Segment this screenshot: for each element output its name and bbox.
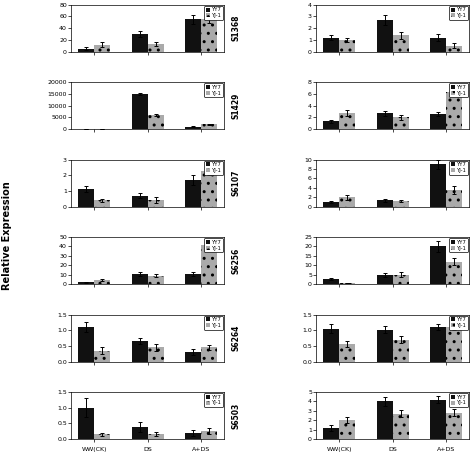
Bar (323, 428, 339, 439)
Bar (185, 274, 201, 284)
Bar (339, 344, 355, 362)
Bar (94, 200, 110, 207)
Bar (185, 433, 201, 439)
Text: S6503: S6503 (232, 402, 241, 429)
Bar (446, 190, 462, 207)
Bar (446, 46, 462, 51)
Bar (323, 202, 339, 207)
Bar (430, 399, 446, 439)
Bar (148, 115, 164, 129)
Bar (94, 434, 110, 439)
Bar (78, 49, 94, 51)
Legend: YY7, YJ-1: YY7, YJ-1 (449, 238, 468, 252)
Bar (132, 94, 148, 129)
Bar (132, 341, 148, 362)
Legend: YY7, YJ-1: YY7, YJ-1 (204, 393, 223, 407)
Bar (185, 19, 201, 51)
Bar (94, 45, 110, 51)
Bar (132, 195, 148, 207)
Bar (392, 201, 409, 207)
Bar (132, 427, 148, 439)
Text: Relative Expression: Relative Expression (2, 182, 12, 290)
Legend: YY7, YJ-1: YY7, YJ-1 (449, 6, 468, 20)
Bar (446, 92, 462, 129)
Bar (377, 329, 392, 362)
Bar (201, 244, 217, 284)
Bar (148, 434, 164, 439)
Bar (377, 20, 392, 51)
Bar (148, 200, 164, 207)
Text: S6107: S6107 (232, 170, 241, 196)
Legend: YY7, YJ-1: YY7, YJ-1 (204, 6, 223, 20)
Bar (446, 413, 462, 439)
Bar (430, 246, 446, 284)
Bar (446, 327, 462, 362)
Bar (94, 351, 110, 362)
Bar (377, 201, 392, 207)
Bar (148, 276, 164, 284)
Bar (201, 125, 217, 129)
Bar (185, 352, 201, 362)
Bar (323, 329, 339, 362)
Bar (201, 170, 217, 207)
Bar (377, 275, 392, 284)
Bar (78, 189, 94, 207)
Bar (377, 113, 392, 129)
Bar (430, 327, 446, 362)
Bar (78, 282, 94, 284)
Bar (377, 401, 392, 439)
Bar (323, 38, 339, 51)
Bar (446, 261, 462, 284)
Legend: YY7, YJ-1: YY7, YJ-1 (204, 160, 223, 175)
Bar (430, 164, 446, 207)
Legend: YY7, YJ-1: YY7, YJ-1 (204, 83, 223, 97)
Bar (430, 114, 446, 129)
Text: S6264: S6264 (232, 325, 241, 351)
Bar (185, 127, 201, 129)
Text: S6256: S6256 (232, 247, 241, 274)
Bar (201, 431, 217, 439)
Bar (392, 35, 409, 51)
Legend: YY7, YJ-1: YY7, YJ-1 (449, 316, 468, 329)
Bar (201, 347, 217, 362)
Bar (78, 408, 94, 439)
Legend: YY7, YJ-1: YY7, YJ-1 (204, 316, 223, 329)
Bar (185, 180, 201, 207)
Bar (339, 420, 355, 439)
Legend: YY7, YJ-1: YY7, YJ-1 (204, 238, 223, 252)
Bar (392, 275, 409, 284)
Text: S1429: S1429 (232, 93, 241, 119)
Bar (392, 118, 409, 129)
Bar (392, 339, 409, 362)
Bar (339, 40, 355, 51)
Bar (323, 279, 339, 284)
Bar (148, 347, 164, 362)
Bar (392, 413, 409, 439)
Bar (201, 19, 217, 51)
Text: S1368: S1368 (232, 15, 241, 42)
Bar (339, 113, 355, 129)
Bar (323, 121, 339, 129)
Bar (430, 38, 446, 51)
Bar (132, 34, 148, 51)
Bar (132, 274, 148, 284)
Bar (94, 280, 110, 284)
Bar (78, 327, 94, 362)
Bar (339, 283, 355, 284)
Legend: YY7, YJ-1: YY7, YJ-1 (449, 160, 468, 175)
Bar (339, 197, 355, 207)
Legend: YY7, YJ-1: YY7, YJ-1 (449, 83, 468, 97)
Bar (148, 44, 164, 51)
Legend: YY7, YJ-1: YY7, YJ-1 (449, 393, 468, 407)
